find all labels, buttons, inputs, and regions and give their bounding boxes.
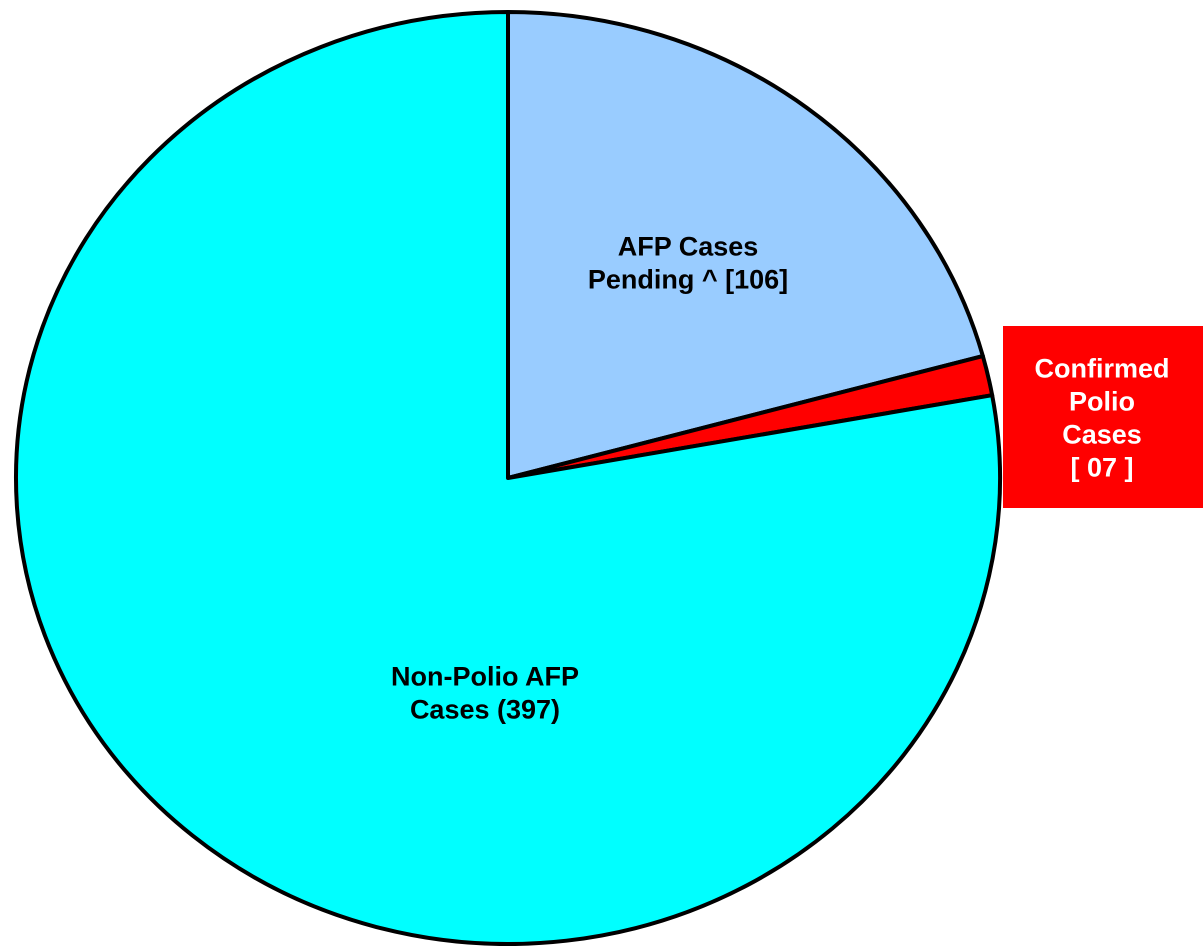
slice-label: Non-Polio AFP Cases (397): [391, 662, 579, 725]
slice-label-line: Cases (397): [410, 695, 560, 725]
slice-label: Confirmed Polio Cases[ 07 ]: [1035, 354, 1170, 483]
slice-label-line: Confirmed: [1035, 354, 1170, 384]
slice-label-line: Pending ^ [106]: [588, 265, 788, 295]
slice-label-line: Polio: [1069, 387, 1135, 417]
pie-slice: [14, 10, 1002, 946]
slice-label: AFP Cases Pending ^ [106]: [588, 232, 788, 295]
slice-label-line: [ 07 ]: [1070, 453, 1133, 483]
slice-label-line: Cases: [1062, 420, 1142, 450]
pie-slice: [506, 10, 985, 480]
slice-label-line: AFP Cases: [618, 232, 759, 262]
label-box: [1003, 326, 1203, 508]
slice-label-line: Non-Polio AFP: [391, 662, 579, 692]
